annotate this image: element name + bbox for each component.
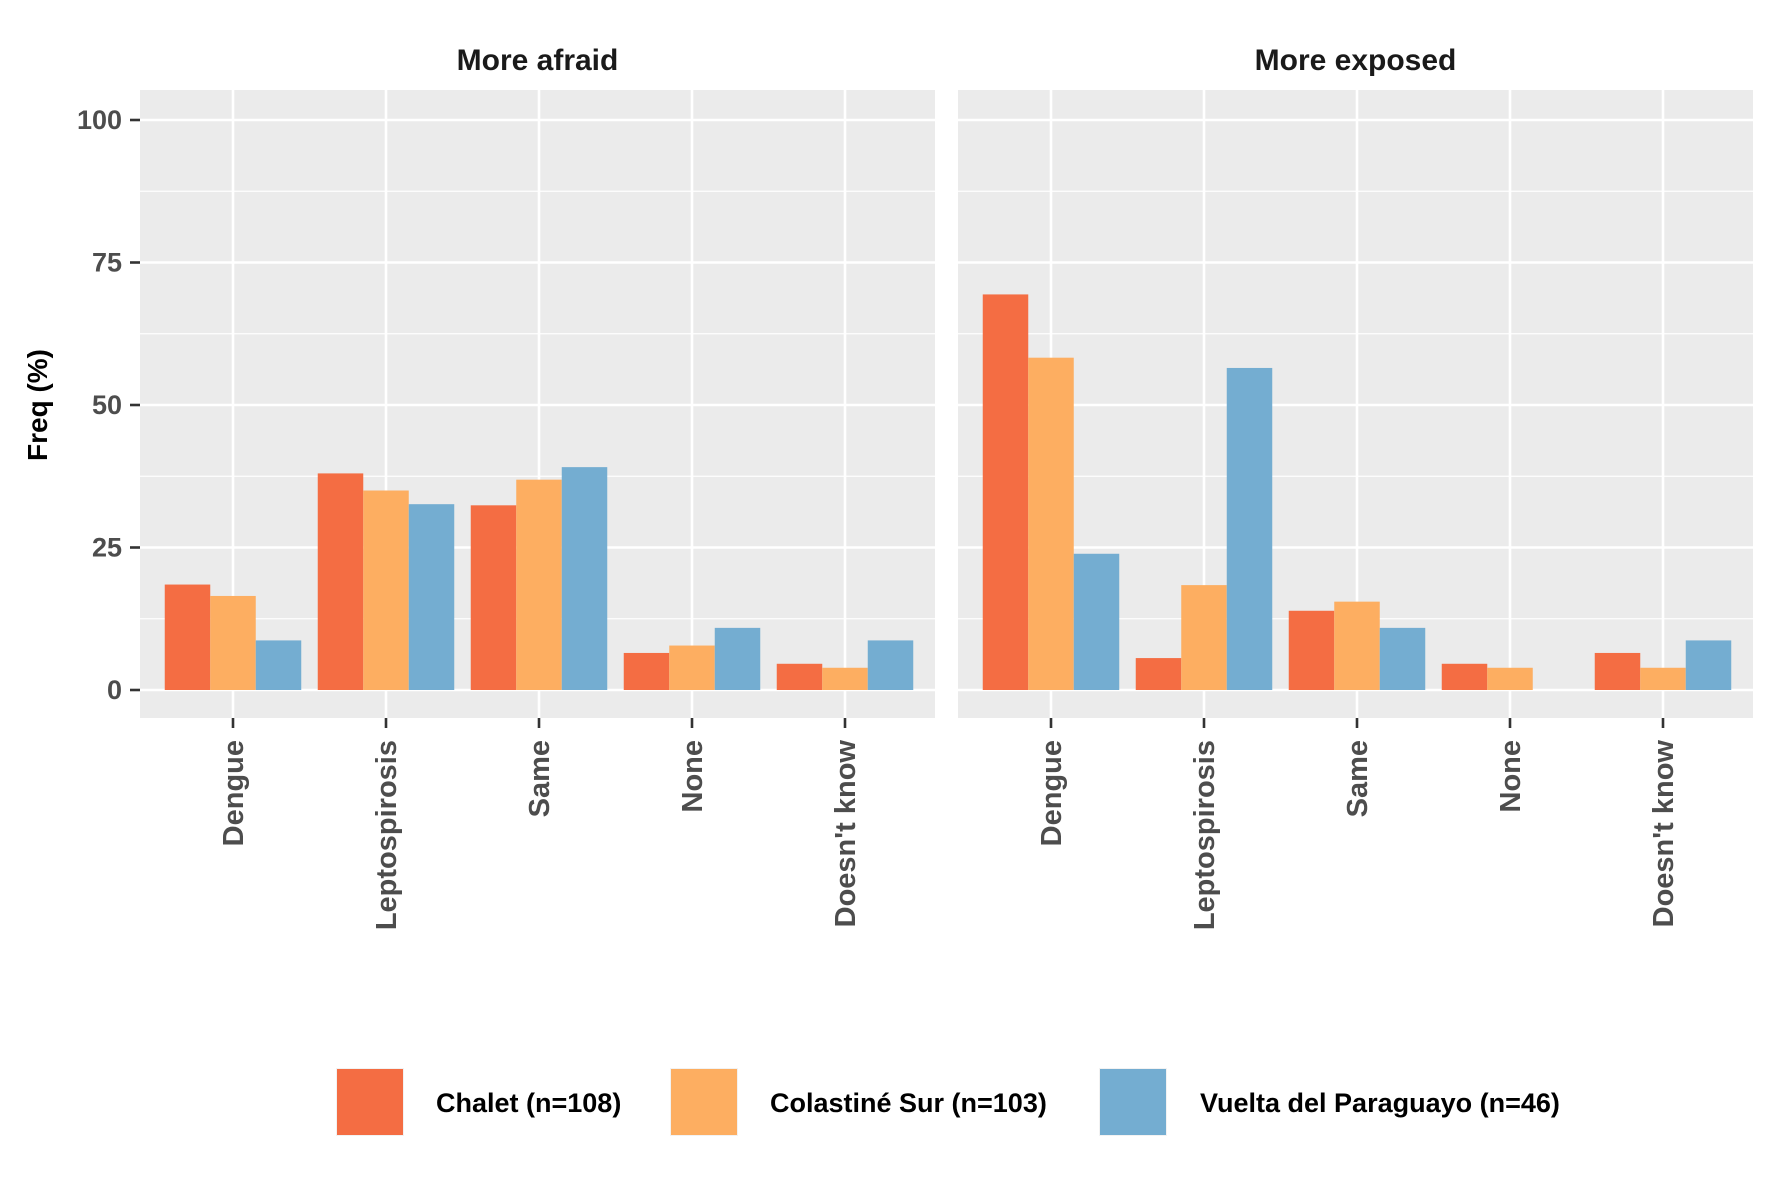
panel-more-afraid: Dengue Leptospirosis Same None Doesn't know M… xyxy=(140,44,935,930)
x-tick-label: Doesn't know xyxy=(1648,740,1680,928)
bar xyxy=(714,627,761,690)
y-tick-label: 100 xyxy=(77,105,122,135)
legend: Chalet (n=108) Colastiné Sur (n=103) Vuelt… xyxy=(336,1068,1560,1136)
panel-title: More exposed xyxy=(1255,44,1457,77)
y-tick-label: 25 xyxy=(92,533,122,563)
bar xyxy=(1594,652,1641,690)
y-axis: 0 25 50 75 100 xyxy=(77,105,140,705)
y-tick-label: 75 xyxy=(92,248,122,278)
bar xyxy=(776,663,823,690)
x-tick-label: Same xyxy=(1342,740,1374,817)
bar xyxy=(516,479,562,690)
x-tick-label: Leptospirosis xyxy=(1189,740,1221,930)
x-tick-label: Doesn't know xyxy=(830,740,862,928)
legend-key xyxy=(1100,1069,1166,1135)
x-tick-label: Dengue xyxy=(1036,740,1068,846)
bar xyxy=(982,294,1029,690)
bar xyxy=(669,645,715,690)
bar xyxy=(867,640,914,690)
bar xyxy=(1487,667,1533,690)
legend-label: Chalet (n=108) xyxy=(436,1088,621,1118)
bar xyxy=(210,595,256,690)
bar xyxy=(1685,640,1732,690)
legend-item: Chalet (n=108) xyxy=(336,1068,621,1136)
bar xyxy=(561,467,608,690)
x-tick-label: Same xyxy=(524,740,556,817)
legend-key xyxy=(337,1069,403,1135)
x-tick-label: None xyxy=(677,740,709,813)
bar xyxy=(822,667,868,690)
bar xyxy=(1226,367,1273,690)
x-tick-label: Leptospirosis xyxy=(371,740,403,930)
bar xyxy=(255,640,302,690)
y-tick-label: 0 xyxy=(107,675,122,705)
bar xyxy=(1441,663,1488,690)
bar xyxy=(164,584,211,690)
bar xyxy=(317,473,364,690)
y-tick-label: 50 xyxy=(92,390,122,420)
bar xyxy=(470,505,517,690)
panel-title: More afraid xyxy=(457,44,619,77)
legend-key xyxy=(671,1069,737,1135)
legend-label: Colastiné Sur (n=103) xyxy=(770,1088,1047,1118)
panel-more-exposed: Dengue Leptospirosis Same None Doesn't know M… xyxy=(958,44,1753,930)
bar xyxy=(1379,627,1426,690)
legend-label: Vuelta del Paraguayo (n=46) xyxy=(1200,1088,1560,1118)
bar xyxy=(1181,585,1227,690)
bar xyxy=(363,490,409,690)
bar xyxy=(1028,357,1074,690)
bar xyxy=(623,652,670,690)
bar xyxy=(1288,610,1335,690)
x-tick-label: Dengue xyxy=(218,740,250,846)
bar xyxy=(1135,658,1182,690)
bar xyxy=(1334,601,1380,690)
legend-item: Colastiné Sur (n=103) xyxy=(670,1068,1047,1136)
bar xyxy=(1073,553,1120,690)
x-tick-label: None xyxy=(1495,740,1527,813)
y-axis-title: Freq (%) xyxy=(22,349,53,461)
legend-item: Vuelta del Paraguayo (n=46) xyxy=(1099,1068,1560,1136)
bar xyxy=(1640,667,1686,690)
bar xyxy=(408,504,455,690)
